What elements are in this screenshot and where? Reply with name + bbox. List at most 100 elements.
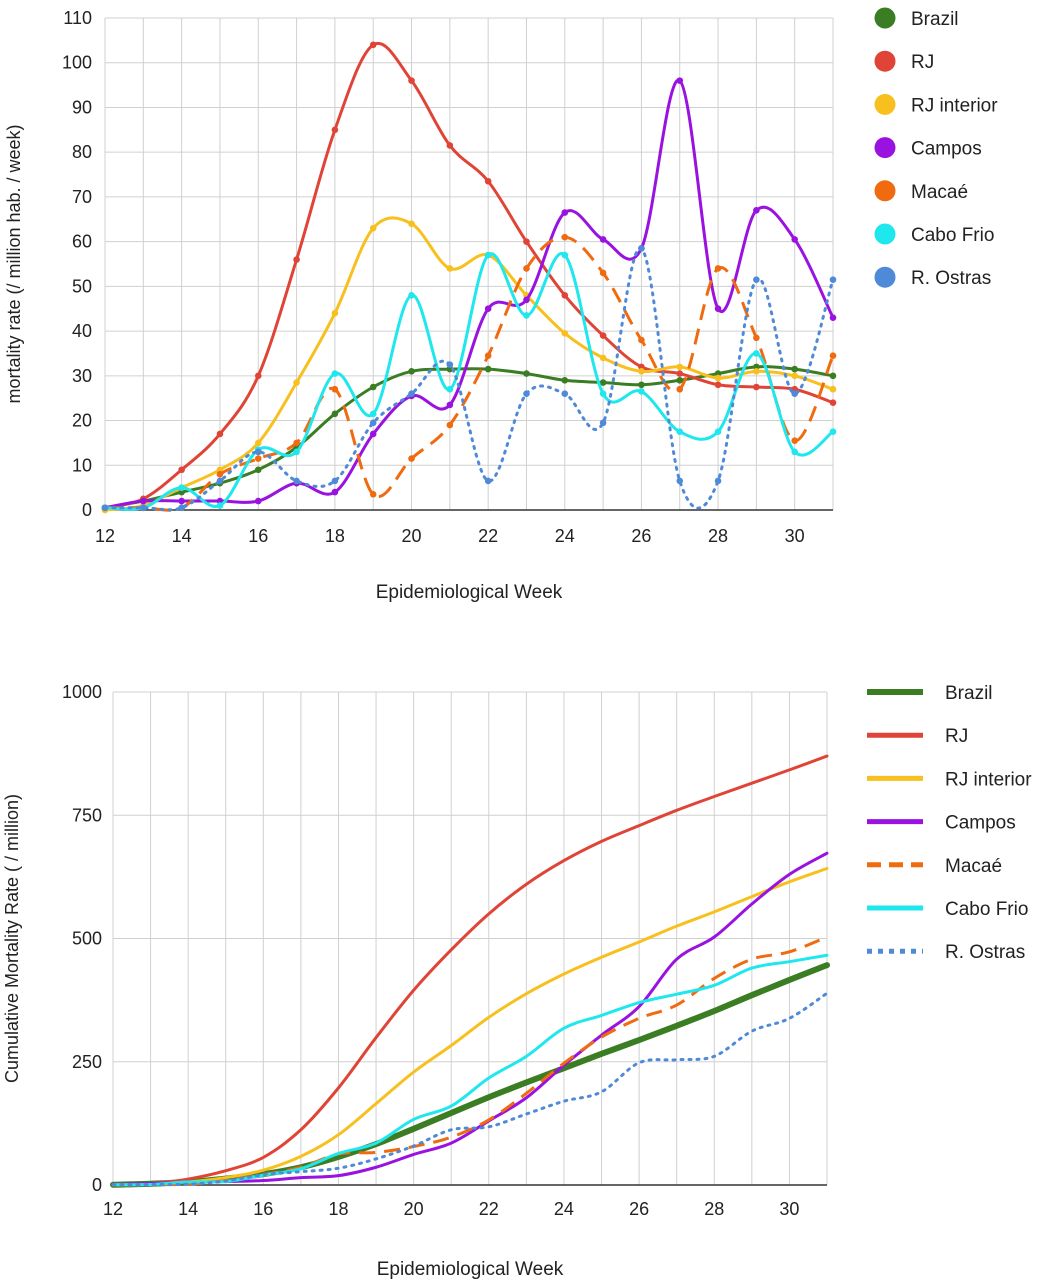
legend-label: RJ interior [945,769,1032,790]
data-point [599,419,607,427]
data-point [293,477,300,485]
series-line [103,365,835,510]
x-tick-label: 14 [178,1199,198,1219]
data-point [523,370,530,377]
data-point [254,439,262,447]
series-line [111,851,829,1187]
legend-item: Brazil [867,683,993,704]
data-point [676,385,684,393]
x-tick-label: 16 [248,526,268,546]
legend: Brazil RJ RJ interior Campos Macaé Cabo Frio R… [867,683,1032,963]
series-line [103,246,835,512]
data-point [331,309,339,317]
data-point [446,385,454,393]
legend-label: Macaé [911,182,968,203]
data-point [829,385,837,393]
data-point [331,477,339,485]
data-point [140,497,147,505]
gridlines [104,17,834,511]
legend-marker [874,93,896,115]
legend-item: Cabo Frio [867,899,1028,920]
data-point [523,265,530,272]
data-point [369,383,377,391]
series-line [111,866,829,1187]
data-point [408,220,415,228]
legend: Brazil RJ RJ interior Campos Macaé Cabo Frio R… [874,7,998,289]
legend-item: RJ interior [874,93,998,116]
data-point [676,477,684,485]
y-tick-label: 40 [72,321,92,341]
series-line [111,953,829,1187]
data-point [369,491,377,498]
data-point [446,401,454,409]
chart-2: 0 250 500 750 1000 12 14 16 18 20 22 24 26 28 30 Epidem… [2,682,1032,1280]
y-tick-label: 500 [72,929,102,949]
legend-marker [874,7,896,29]
legend-item: Cabo Frio [874,223,994,246]
data-point [293,448,300,456]
data-point [178,497,185,505]
legend-item: RJ [874,50,934,73]
data-point [829,372,837,380]
legend-label: Brazil [911,9,959,30]
data-point [829,276,837,283]
y-tick-label: 250 [72,1052,102,1072]
x-tick-label: 18 [328,1199,348,1219]
data-point [829,352,837,359]
data-point [446,142,454,149]
data-point [331,410,339,418]
data-point [446,265,454,272]
x-tick-label: 12 [103,1199,123,1219]
data-point [753,383,760,391]
data-point [254,497,262,505]
data-point [484,305,492,313]
data-point [638,336,645,344]
legend-item: RJ interior [867,769,1032,790]
data-point [561,376,569,384]
y-tick-label: 50 [72,276,92,296]
data-point [254,466,262,474]
series-cabo-frio [101,251,837,512]
y-tick-label: 0 [92,1175,102,1195]
data-point [254,372,262,380]
y-tick-label: 1000 [62,682,102,702]
data-point [599,332,607,339]
series-r-ostras [111,991,829,1187]
data-point [561,251,569,259]
data-point [753,334,760,342]
x-tick-label: 22 [479,1199,499,1219]
data-point [638,381,645,389]
data-point [714,265,722,272]
legend-marker [874,266,896,288]
plot-area [101,41,837,514]
data-point [331,370,339,377]
x-tick-label: 24 [555,526,575,546]
series-campos [111,851,829,1187]
x-axis-title: Epidemiological Week [377,1259,564,1280]
data-point [676,370,684,377]
y-tick-label: 20 [72,411,92,431]
data-point [216,502,224,509]
data-point [523,296,530,304]
data-point [369,430,377,438]
data-point [676,428,684,436]
data-point [829,428,837,436]
data-point [408,368,415,375]
data-point [599,390,607,398]
data-point [446,421,454,429]
y-tick-label: 10 [72,455,92,475]
legend-marker [874,137,896,159]
series-rj [111,754,829,1187]
y-axis-title: mortality rate (/ million hab. / week) [4,124,24,403]
series-line [103,252,835,511]
y-tick-label: 60 [72,232,92,252]
x-tick-label: 20 [402,526,422,546]
series-rj-interior [111,866,829,1187]
legend-item: RJ [867,726,968,747]
x-axis-title: Epidemiological Week [376,582,563,603]
data-point [791,372,798,380]
legend-label: Macaé [945,856,1002,877]
data-point [753,368,760,375]
